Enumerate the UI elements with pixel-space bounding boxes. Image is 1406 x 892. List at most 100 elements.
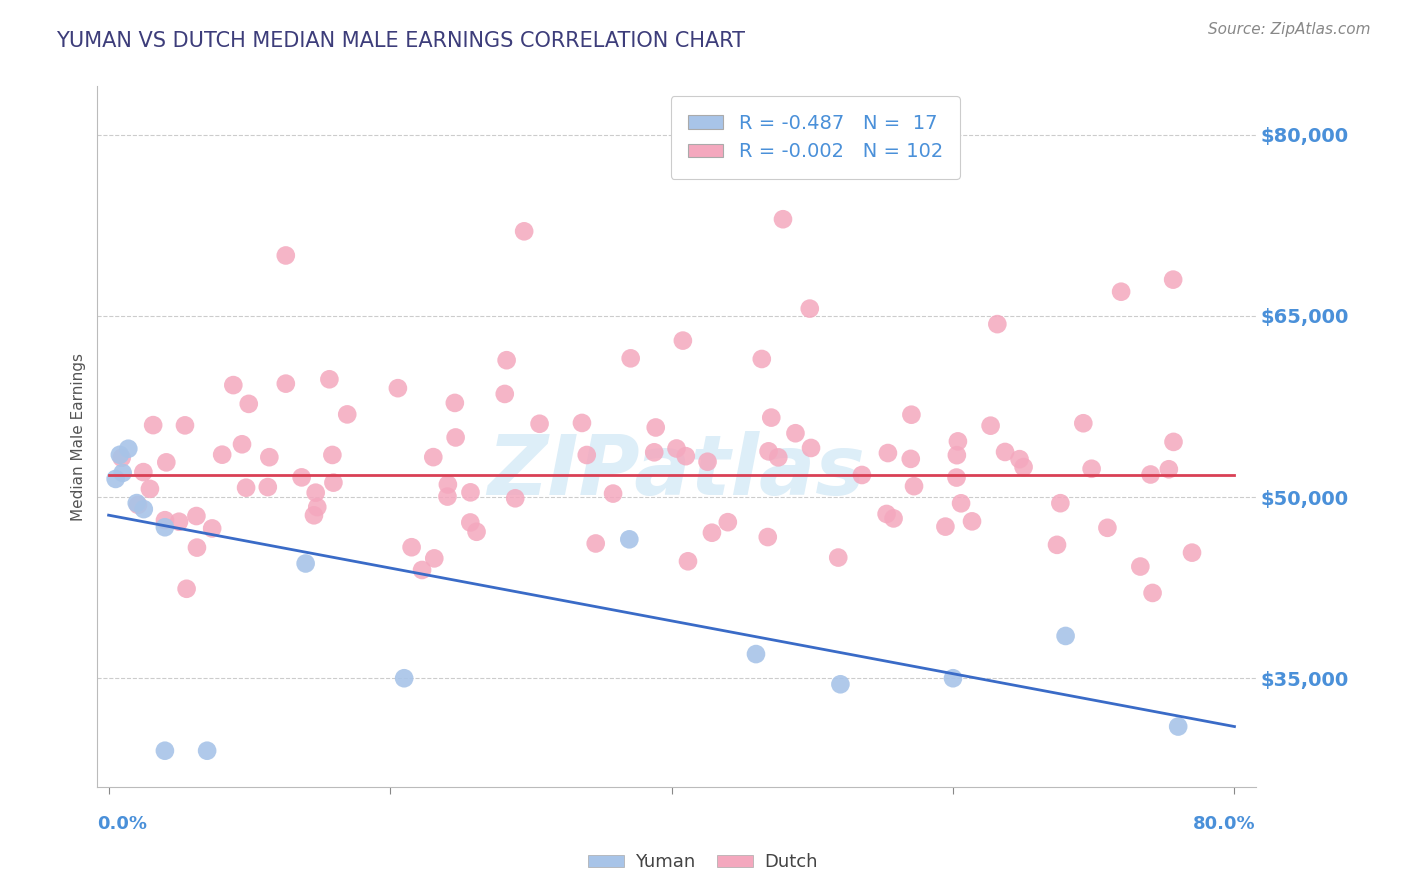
Point bbox=[942, 671, 965, 685]
Point bbox=[494, 387, 516, 401]
Point bbox=[443, 396, 465, 410]
Point bbox=[851, 468, 873, 483]
Point bbox=[294, 557, 316, 571]
Point bbox=[307, 500, 329, 514]
Point bbox=[675, 449, 697, 463]
Point bbox=[201, 521, 224, 535]
Point bbox=[876, 507, 898, 521]
Point bbox=[222, 378, 245, 392]
Point bbox=[946, 448, 969, 462]
Point bbox=[153, 520, 176, 534]
Text: Source: ZipAtlas.com: Source: ZipAtlas.com bbox=[1208, 22, 1371, 37]
Point bbox=[877, 446, 900, 460]
Point bbox=[186, 509, 208, 524]
Point bbox=[700, 525, 723, 540]
Point bbox=[619, 533, 641, 547]
Point bbox=[761, 410, 783, 425]
Point bbox=[602, 486, 624, 500]
Point bbox=[529, 417, 551, 431]
Point bbox=[142, 418, 165, 433]
Point bbox=[1049, 496, 1071, 510]
Point bbox=[883, 511, 905, 525]
Point bbox=[620, 351, 643, 366]
Point bbox=[195, 744, 218, 758]
Point bbox=[155, 455, 177, 469]
Point bbox=[174, 418, 197, 433]
Point bbox=[643, 445, 665, 459]
Point bbox=[513, 224, 536, 238]
Point bbox=[696, 455, 718, 469]
Point bbox=[318, 372, 340, 386]
Point bbox=[1012, 460, 1035, 475]
Point bbox=[717, 515, 740, 529]
Point bbox=[108, 448, 131, 462]
Text: 80.0%: 80.0% bbox=[1192, 815, 1256, 833]
Point bbox=[127, 498, 149, 512]
Point bbox=[305, 485, 328, 500]
Point bbox=[950, 496, 973, 510]
Point bbox=[900, 451, 922, 466]
Point bbox=[799, 301, 821, 316]
Point bbox=[401, 540, 423, 554]
Point bbox=[238, 397, 260, 411]
Point bbox=[1167, 720, 1189, 734]
Legend: R = -0.487   N =  17, R = -0.002   N = 102: R = -0.487 N = 17, R = -0.002 N = 102 bbox=[671, 96, 960, 178]
Point bbox=[1080, 462, 1102, 476]
Point bbox=[758, 444, 780, 458]
Point bbox=[827, 550, 849, 565]
Point bbox=[1139, 467, 1161, 482]
Point bbox=[585, 536, 607, 550]
Point bbox=[460, 516, 482, 530]
Y-axis label: Median Male Earnings: Median Male Earnings bbox=[72, 352, 86, 521]
Point bbox=[495, 353, 517, 368]
Point bbox=[321, 448, 343, 462]
Point bbox=[423, 551, 446, 566]
Point bbox=[1097, 521, 1119, 535]
Point bbox=[644, 420, 666, 434]
Point bbox=[411, 563, 433, 577]
Point bbox=[1129, 559, 1152, 574]
Point bbox=[322, 475, 344, 490]
Point bbox=[1142, 586, 1164, 600]
Point bbox=[1046, 538, 1069, 552]
Point bbox=[960, 514, 983, 528]
Point bbox=[392, 671, 415, 685]
Point bbox=[235, 481, 257, 495]
Point bbox=[571, 416, 593, 430]
Point bbox=[768, 450, 790, 465]
Point bbox=[1157, 462, 1180, 476]
Point bbox=[302, 508, 325, 523]
Point bbox=[503, 491, 526, 506]
Point bbox=[153, 513, 176, 527]
Point bbox=[259, 450, 281, 465]
Point bbox=[1071, 416, 1094, 430]
Point bbox=[167, 515, 190, 529]
Point bbox=[1181, 546, 1204, 560]
Point bbox=[676, 554, 699, 568]
Point bbox=[132, 502, 155, 516]
Point bbox=[800, 441, 823, 455]
Point bbox=[186, 541, 208, 555]
Point bbox=[986, 317, 1008, 331]
Point bbox=[1161, 272, 1184, 286]
Point bbox=[111, 466, 134, 480]
Point bbox=[772, 212, 794, 227]
Point bbox=[231, 437, 253, 451]
Point bbox=[994, 445, 1017, 459]
Point bbox=[291, 470, 314, 484]
Point bbox=[436, 490, 458, 504]
Point bbox=[274, 248, 297, 262]
Point bbox=[125, 496, 148, 510]
Point bbox=[274, 376, 297, 391]
Point bbox=[1163, 434, 1185, 449]
Point bbox=[745, 647, 768, 661]
Point bbox=[132, 465, 155, 479]
Point bbox=[900, 408, 922, 422]
Point bbox=[665, 442, 688, 456]
Point bbox=[1109, 285, 1132, 299]
Point bbox=[153, 744, 176, 758]
Point bbox=[437, 477, 460, 491]
Point bbox=[336, 408, 359, 422]
Point bbox=[139, 482, 162, 496]
Point bbox=[465, 524, 488, 539]
